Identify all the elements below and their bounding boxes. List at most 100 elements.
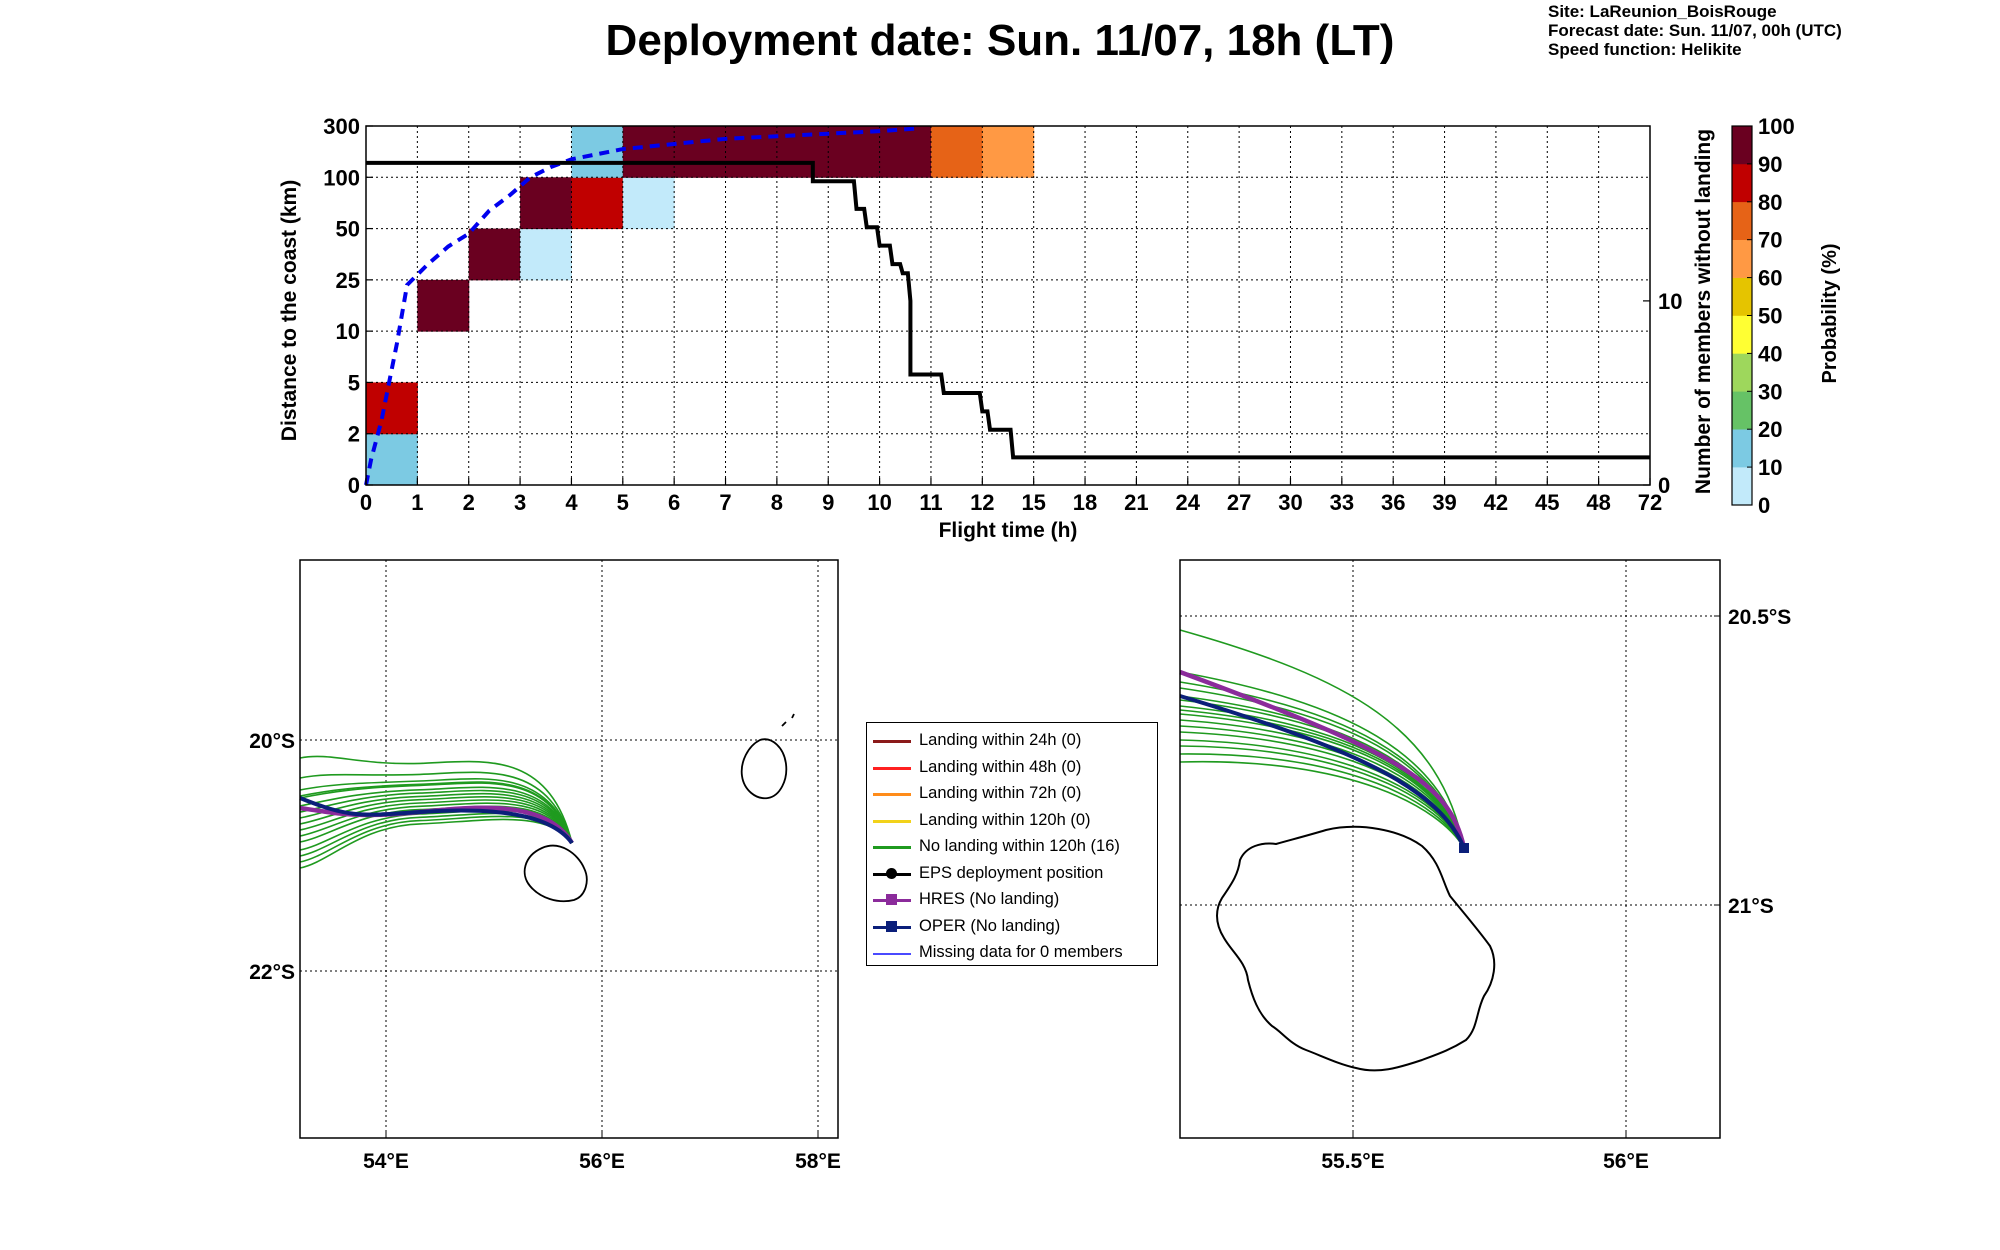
y-tick-label: 5 (348, 370, 360, 395)
x-tick-label: 39 (1432, 490, 1456, 515)
x-tick-label: 10 (867, 490, 891, 515)
colorbar-tick-label: 100 (1758, 114, 1795, 139)
square-marker-icon (886, 894, 897, 905)
x-tick-label: 55.5°E (1321, 1150, 1384, 1173)
colorbar-tick-label: 30 (1758, 379, 1782, 404)
x-tick-label: 5 (617, 490, 629, 515)
legend-item: EPS deployment position (867, 862, 1157, 889)
ensemble-track (299, 799, 573, 844)
x-tick-label: 72 (1638, 490, 1662, 515)
x-tick-label: 9 (822, 490, 834, 515)
legend-item: Landing within 120h (0) (867, 809, 1157, 836)
heatmap-cell (417, 279, 470, 332)
x-tick-label: 48 (1586, 490, 1610, 515)
colorbar-tick-label: 70 (1758, 228, 1782, 253)
ensemble-track (1179, 629, 1465, 849)
site-label: Site: LaReunion_BoisRouge (1548, 2, 1777, 21)
ensemble-track (1179, 753, 1465, 849)
forecast-info: Site: LaReunion_BoisRouge Forecast date:… (1548, 2, 1842, 59)
oper-track (299, 796, 574, 845)
colorbar-bin (1732, 201, 1752, 240)
ensemble-track (1179, 671, 1465, 849)
ensemble-track (299, 781, 573, 844)
x-tick-label: 58°E (795, 1150, 841, 1173)
y-tick-label: 100 (323, 165, 360, 190)
legend-label: Landing within 72h (0) (919, 784, 1082, 802)
track-legend: Landing within 24h (0) Landing within 48h… (866, 722, 1158, 966)
x-tick-label: 2 (463, 490, 475, 515)
hres-track (1179, 669, 1467, 849)
legend-item: Missing data for 0 members (867, 941, 1157, 968)
colorbar-tick-label: 90 (1758, 152, 1782, 177)
x-tick-label: 18 (1073, 490, 1097, 515)
x-tick-label: 21 (1124, 490, 1148, 515)
heatmap-cell (879, 126, 932, 178)
colorbar-bin (1732, 467, 1752, 506)
legend-label: Landing within 48h (0) (919, 757, 1082, 776)
square-marker-icon (886, 920, 897, 932)
x-tick-label: 0 (360, 490, 372, 515)
x-tick-label: 12 (970, 490, 994, 515)
legend-label: EPS deployment position (919, 863, 1104, 882)
x-tick-label: 45 (1535, 490, 1559, 515)
legend-swatch (873, 953, 911, 955)
zoom-track-map: 55.5°E 56°E 20.5°S 21°S (1179, 559, 1791, 1173)
right-tick-label: 10 (1658, 289, 1682, 314)
y-tick-label: 50 (336, 217, 360, 242)
oper-track (1179, 694, 1466, 849)
ensemble-track (299, 802, 573, 844)
legend-swatch (873, 740, 911, 743)
colorbar-bin (1732, 239, 1752, 278)
x-tick-label: 7 (719, 490, 731, 515)
y-tick-label: 20°S (249, 730, 295, 753)
ensemble-track (299, 778, 573, 844)
y-tick-label: 25 (336, 268, 360, 293)
y-axis-label: Distance to the coast (km) (278, 180, 301, 441)
colorbar-bin (1732, 315, 1752, 354)
y-tick-label: 22°S (249, 961, 295, 984)
heatmap-cell (930, 126, 983, 178)
ensemble-track (299, 755, 573, 844)
colorbar-bin (1732, 163, 1752, 203)
colorbar-tick-label: 40 (1758, 341, 1782, 366)
heatmap-cell (366, 433, 418, 486)
x-tick-label: 15 (1021, 490, 1045, 515)
legend-item: OPER (No landing) (867, 915, 1157, 942)
heatmap-cell (520, 228, 572, 281)
mean-distance-line (364, 126, 916, 486)
heatmap-cell (674, 126, 727, 178)
x-tick-label: 56°E (1603, 1150, 1649, 1173)
y-tick-label: 0 (348, 473, 360, 498)
colorbar-tick-label: 20 (1758, 417, 1782, 442)
colorbar-tick-label: 50 (1758, 304, 1782, 329)
x-axis-label: Flight time (h) (939, 519, 1078, 542)
reunion-coastline (1216, 825, 1496, 1072)
heatmap-cell (622, 126, 675, 178)
legend-item: No landing within 120h (16) (867, 835, 1157, 862)
legend-swatch (873, 766, 911, 770)
heatmap-cell (571, 126, 624, 178)
y-tick-label: 2 (348, 422, 360, 447)
colorbar-bin (1732, 391, 1752, 430)
heatmap-cell (622, 177, 675, 230)
x-tick-label: 36 (1381, 490, 1405, 515)
x-tick-label: 6 (668, 490, 680, 515)
map-frame (299, 559, 839, 1139)
x-tick-label: 33 (1330, 490, 1354, 515)
colorbar-bin (1732, 353, 1752, 392)
colorbar-bin (1732, 429, 1752, 468)
colorbar-bin (1732, 277, 1752, 316)
legend-label: HRES (No landing) (919, 890, 1060, 908)
legend-label: Missing data for 0 members (919, 943, 1123, 961)
speed-function-label: Speed function: Helikite (1548, 40, 1742, 59)
colorbar-tick-label: 0 (1758, 493, 1770, 518)
x-tick-label: 1 (411, 490, 423, 515)
legend-item: Landing within 72h (0) (867, 782, 1157, 809)
legend-swatch (873, 819, 911, 823)
mauritius-coastline (740, 713, 795, 800)
x-tick-label: 42 (1484, 490, 1508, 515)
y-tick-label: 20.5°S (1728, 606, 1791, 629)
heatmap-cell (520, 177, 572, 230)
heatmap-cell (571, 177, 624, 230)
legend-label: Landing within 24h (0) (919, 731, 1082, 749)
